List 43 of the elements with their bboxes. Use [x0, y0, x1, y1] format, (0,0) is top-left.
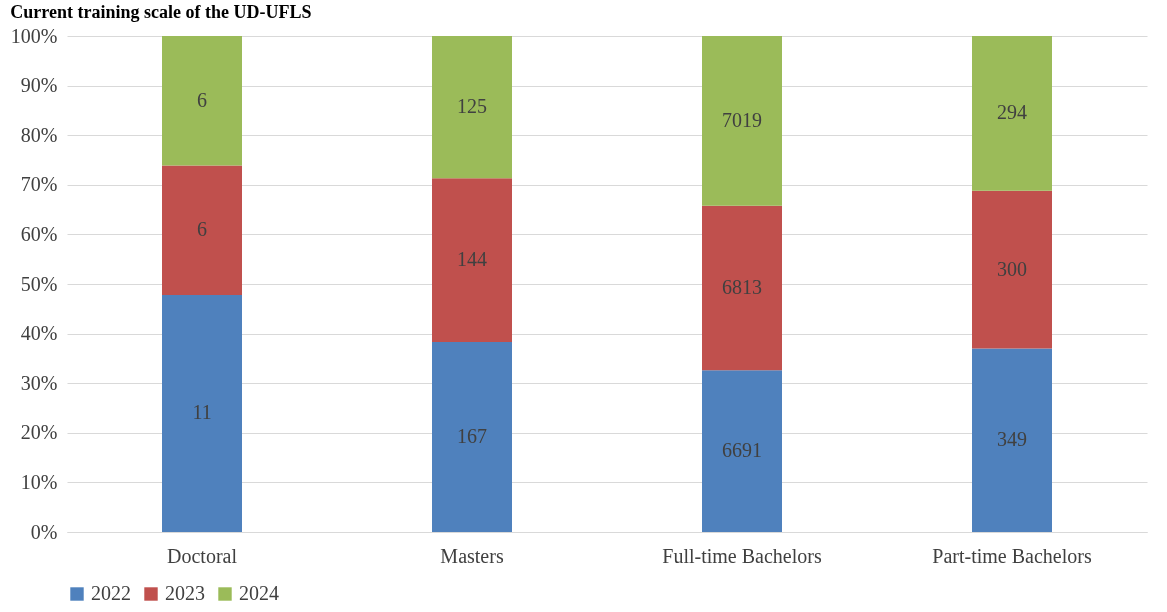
legend-label: 2024 [239, 582, 279, 604]
annotation: 6813 [722, 275, 762, 298]
y-tick-label: 100% [10, 24, 58, 47]
annotation: 167 [457, 425, 487, 448]
bar [972, 348, 1052, 532]
y-tick-label: 60% [20, 222, 58, 245]
bar [162, 165, 242, 295]
x-tick-label: Masters [440, 544, 504, 567]
y-tick-label: 0% [30, 520, 58, 543]
bar [162, 36, 242, 166]
x-tick-label: Full-time Bachelors [662, 544, 822, 567]
legend-label: 2022 [91, 582, 131, 604]
annotation: 144 [457, 248, 487, 271]
y-tick-label: 90% [20, 74, 58, 97]
y-tick-label: 50% [20, 272, 58, 295]
x-tick-label: Doctoral [167, 544, 238, 567]
annotation: 7019 [722, 108, 762, 131]
bar [432, 342, 512, 532]
y-tick-label: 30% [20, 371, 58, 394]
annotation: 349 [997, 428, 1027, 451]
annotation: 300 [997, 257, 1027, 280]
bar [972, 36, 1052, 191]
bar [432, 36, 512, 179]
bar [432, 178, 512, 343]
bar [702, 36, 782, 206]
y-tick-label: 80% [20, 123, 58, 146]
y-tick-label: 40% [20, 322, 58, 345]
annotation: 125 [457, 95, 487, 118]
bar [162, 294, 242, 532]
bar [702, 205, 782, 371]
annotation: 294 [997, 101, 1027, 124]
annotation: 6 [197, 218, 207, 241]
annotation: 6691 [722, 439, 762, 462]
bar [702, 370, 782, 532]
x-tick-label: Part-time Bachelors [932, 544, 1092, 567]
y-tick-label: 10% [20, 470, 58, 493]
annotation: 11 [192, 401, 212, 424]
annotation: 6 [197, 88, 207, 111]
legend-label: 2023 [165, 582, 205, 604]
y-tick-label: 70% [20, 173, 58, 196]
chart-title: Current training scale of the UD-UFLS [10, 2, 312, 22]
y-tick-label: 20% [20, 421, 58, 444]
bar [972, 190, 1052, 349]
